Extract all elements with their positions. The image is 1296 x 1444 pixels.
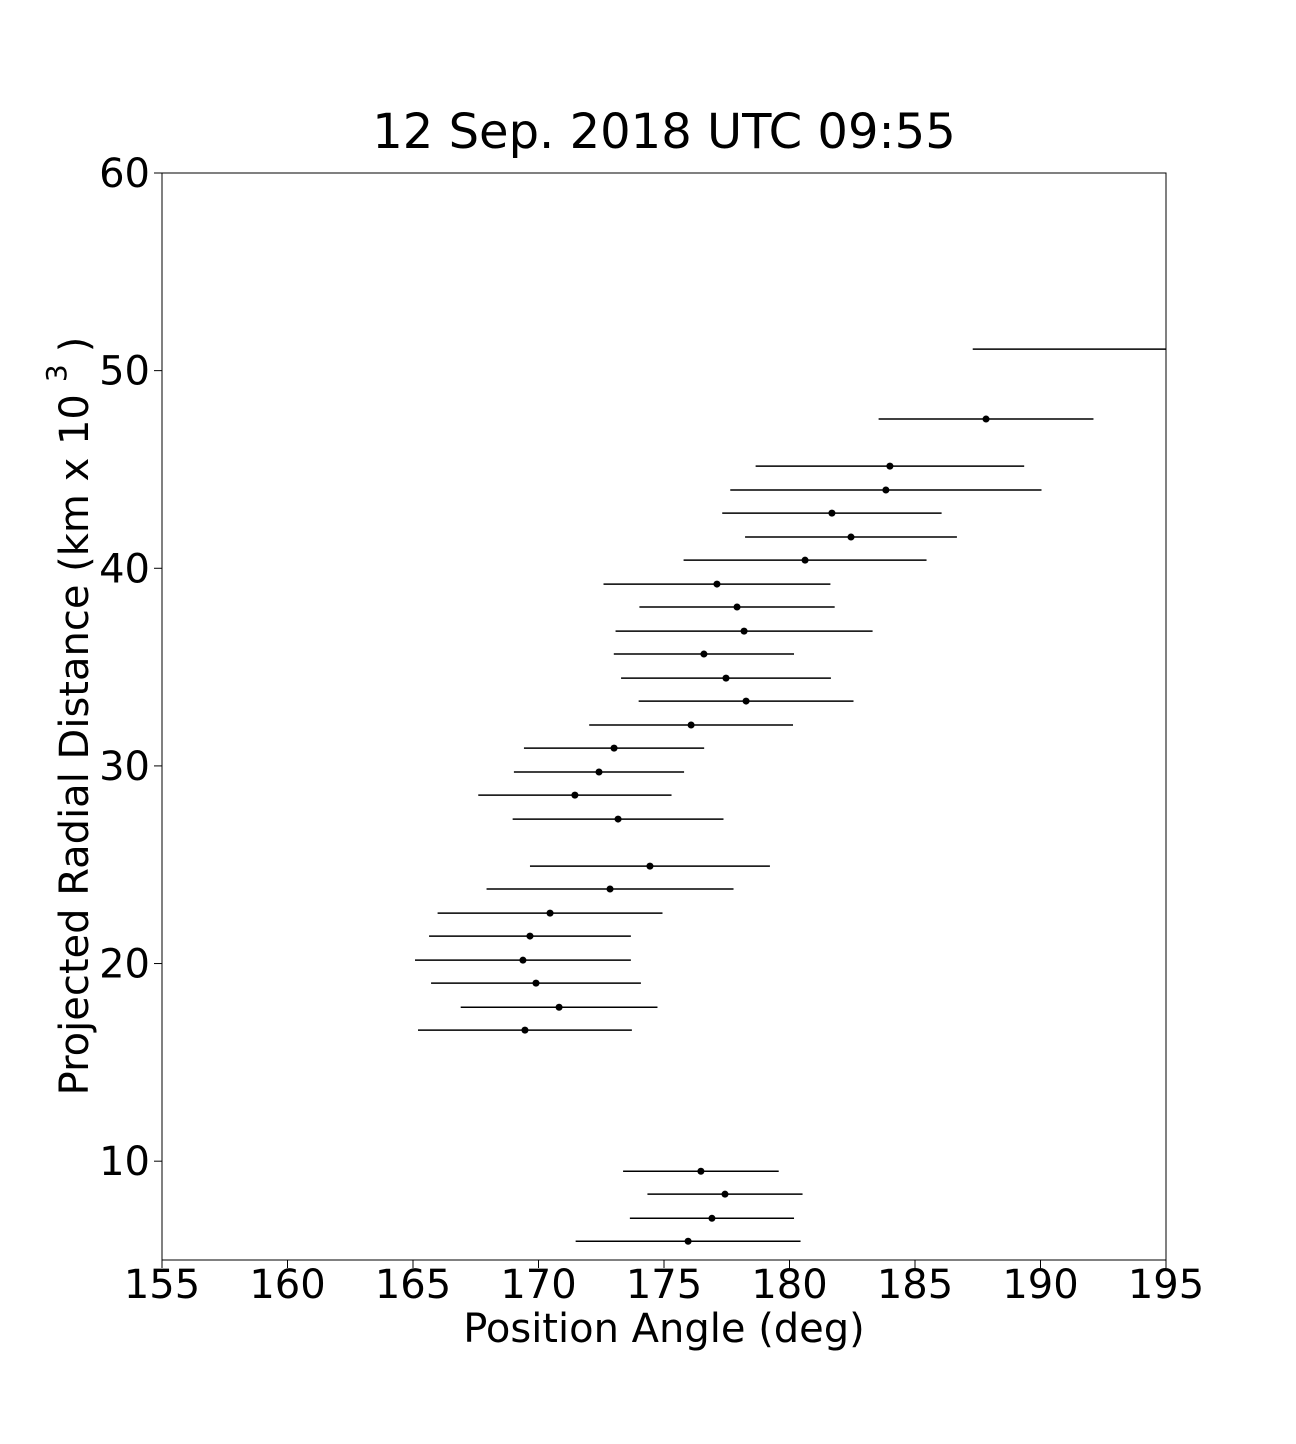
x-tick-label: 165 (375, 1262, 451, 1308)
y-axis-label: Projected Radial Distance (km x 10 3) (40, 337, 98, 1096)
data-point (982, 415, 990, 423)
data-point (684, 1237, 692, 1245)
data-point (847, 533, 855, 541)
data-point (521, 1026, 529, 1034)
x-tick-label: 160 (249, 1262, 325, 1308)
data-point (526, 932, 534, 940)
data-point (733, 603, 741, 611)
data-point (886, 462, 894, 470)
plot-frame (161, 172, 1167, 1261)
data-point (722, 674, 730, 682)
data-point (546, 909, 554, 917)
plot-area (415, 346, 1207, 1245)
x-tick-label: 185 (877, 1262, 953, 1308)
y-axis-label-text: Projected Radial Distance (km x 10 (52, 394, 98, 1095)
y-axis-label-superscript: 3 (40, 364, 73, 382)
chart-title: 12 Sep. 2018 UTC 09:55 (372, 104, 955, 160)
x-tick-label: 190 (1002, 1262, 1078, 1308)
y-tick-label: 60 (99, 151, 150, 197)
data-point (828, 509, 836, 517)
data-point (1200, 346, 1207, 353)
y-tick-label: 40 (99, 546, 150, 592)
data-point (532, 979, 540, 987)
data-point (571, 791, 579, 799)
data-point (882, 486, 890, 494)
data-point (700, 650, 708, 658)
y-tick-label: 50 (99, 349, 150, 395)
data-point (595, 768, 603, 776)
data-point (519, 956, 527, 964)
y-tick-label: 10 (99, 1139, 150, 1185)
data-point (646, 862, 654, 870)
y-tick-label: 30 (99, 744, 150, 790)
data-point (742, 697, 750, 705)
data-point (687, 721, 695, 729)
data-point (697, 1167, 705, 1175)
x-tick-label: 170 (500, 1262, 576, 1308)
data-point (801, 556, 809, 564)
y-axis-label-suffix: ) (52, 337, 98, 353)
data-point (555, 1003, 563, 1011)
x-tick-label: 155 (124, 1262, 200, 1308)
x-axis-label: Position Angle (deg) (463, 1306, 865, 1352)
data-point (606, 885, 614, 893)
data-point (740, 627, 748, 635)
x-tick-label: 175 (626, 1262, 702, 1308)
data-point (610, 744, 618, 752)
y-tick-label: 20 (99, 942, 150, 988)
x-tick-label: 180 (751, 1262, 827, 1308)
data-point (713, 580, 721, 588)
data-point (708, 1214, 716, 1222)
data-point (614, 815, 622, 823)
data-point (721, 1190, 729, 1198)
x-tick-label: 195 (1128, 1262, 1204, 1308)
